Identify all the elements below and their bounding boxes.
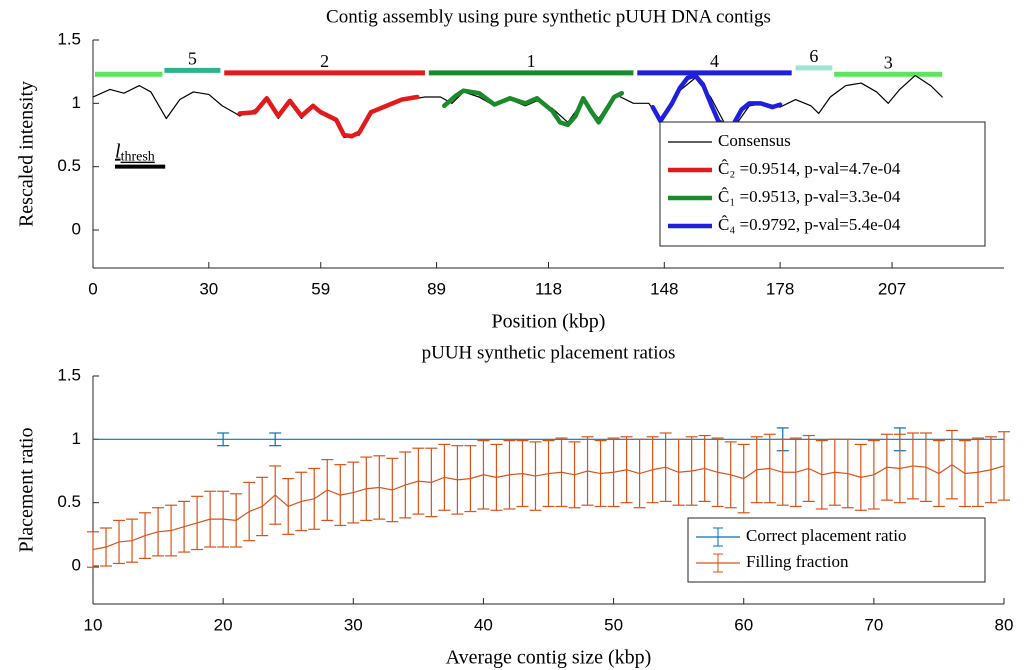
contig-label: 5 xyxy=(188,49,197,69)
contig-label: 4 xyxy=(710,51,719,71)
x-tick-label: 148 xyxy=(650,279,678,298)
series-line xyxy=(237,94,420,139)
y-tick-label: 0.5 xyxy=(57,156,81,175)
x-tick-label: 178 xyxy=(766,279,794,298)
y-tick-label: 1 xyxy=(72,429,81,448)
x-tick-label: 70 xyxy=(864,615,883,634)
series-line xyxy=(442,88,625,128)
legend-box xyxy=(659,121,986,247)
x-tick-label: 80 xyxy=(995,615,1014,634)
legend-label: Filling fraction xyxy=(746,552,849,571)
x-tick-label: 59 xyxy=(311,279,330,298)
contig-label: 3 xyxy=(884,52,893,72)
x-tick-label: 0 xyxy=(88,279,97,298)
x-tick-label: 207 xyxy=(878,279,906,298)
legend-label: Ĉ₄ =0.9792, p-val=5.4e-04 xyxy=(718,215,901,234)
x-tick-label: 40 xyxy=(474,615,493,634)
y-tick-label: 1.5 xyxy=(57,29,81,48)
y-tick-label: 0.5 xyxy=(57,492,81,511)
x-tick-label: 20 xyxy=(214,615,233,634)
chart-title: Contig assembly using pure synthetic pUU… xyxy=(326,6,771,27)
y-tick-label: 1.5 xyxy=(57,365,81,384)
y-axis-label: Placement ratio xyxy=(16,428,38,553)
contig-label: 6 xyxy=(809,46,818,66)
threshold-symbol: l xyxy=(115,140,121,162)
y-tick-label: 0 xyxy=(72,219,81,238)
y-tick-label: 1 xyxy=(72,93,81,112)
legend-label: Consensus xyxy=(718,131,791,150)
threshold-sub: thresh xyxy=(121,150,155,165)
series-line xyxy=(92,463,1005,551)
x-axis-label: Position (kbp) xyxy=(492,311,606,333)
legend-box xyxy=(687,517,986,583)
y-axis-label: Rescaled intensity xyxy=(16,81,38,227)
x-tick-label: 50 xyxy=(604,615,623,634)
y-tick-label: 0 xyxy=(72,555,81,574)
series-line xyxy=(650,73,783,129)
legend-label: Ĉ₁ =0.9513, p-val=3.3e-04 xyxy=(718,187,901,206)
x-axis-label: Average contig size (kbp) xyxy=(446,647,652,669)
contig-label: 2 xyxy=(320,51,329,71)
x-tick-label: 30 xyxy=(199,279,218,298)
x-tick-label: 118 xyxy=(535,279,562,298)
contig-label: 1 xyxy=(527,51,536,71)
chart-title: pUUH synthetic placement ratios xyxy=(422,342,676,363)
x-tick-label: 10 xyxy=(84,615,103,634)
x-tick-label: 89 xyxy=(427,279,446,298)
threshold-label: lthresh xyxy=(115,140,155,165)
legend-label: Ĉ₂ =0.9514, p-val=4.7e-04 xyxy=(718,159,901,178)
legend-label: Correct placement ratio xyxy=(746,526,906,545)
x-tick-label: 30 xyxy=(344,615,363,634)
x-tick-label: 60 xyxy=(734,615,753,634)
